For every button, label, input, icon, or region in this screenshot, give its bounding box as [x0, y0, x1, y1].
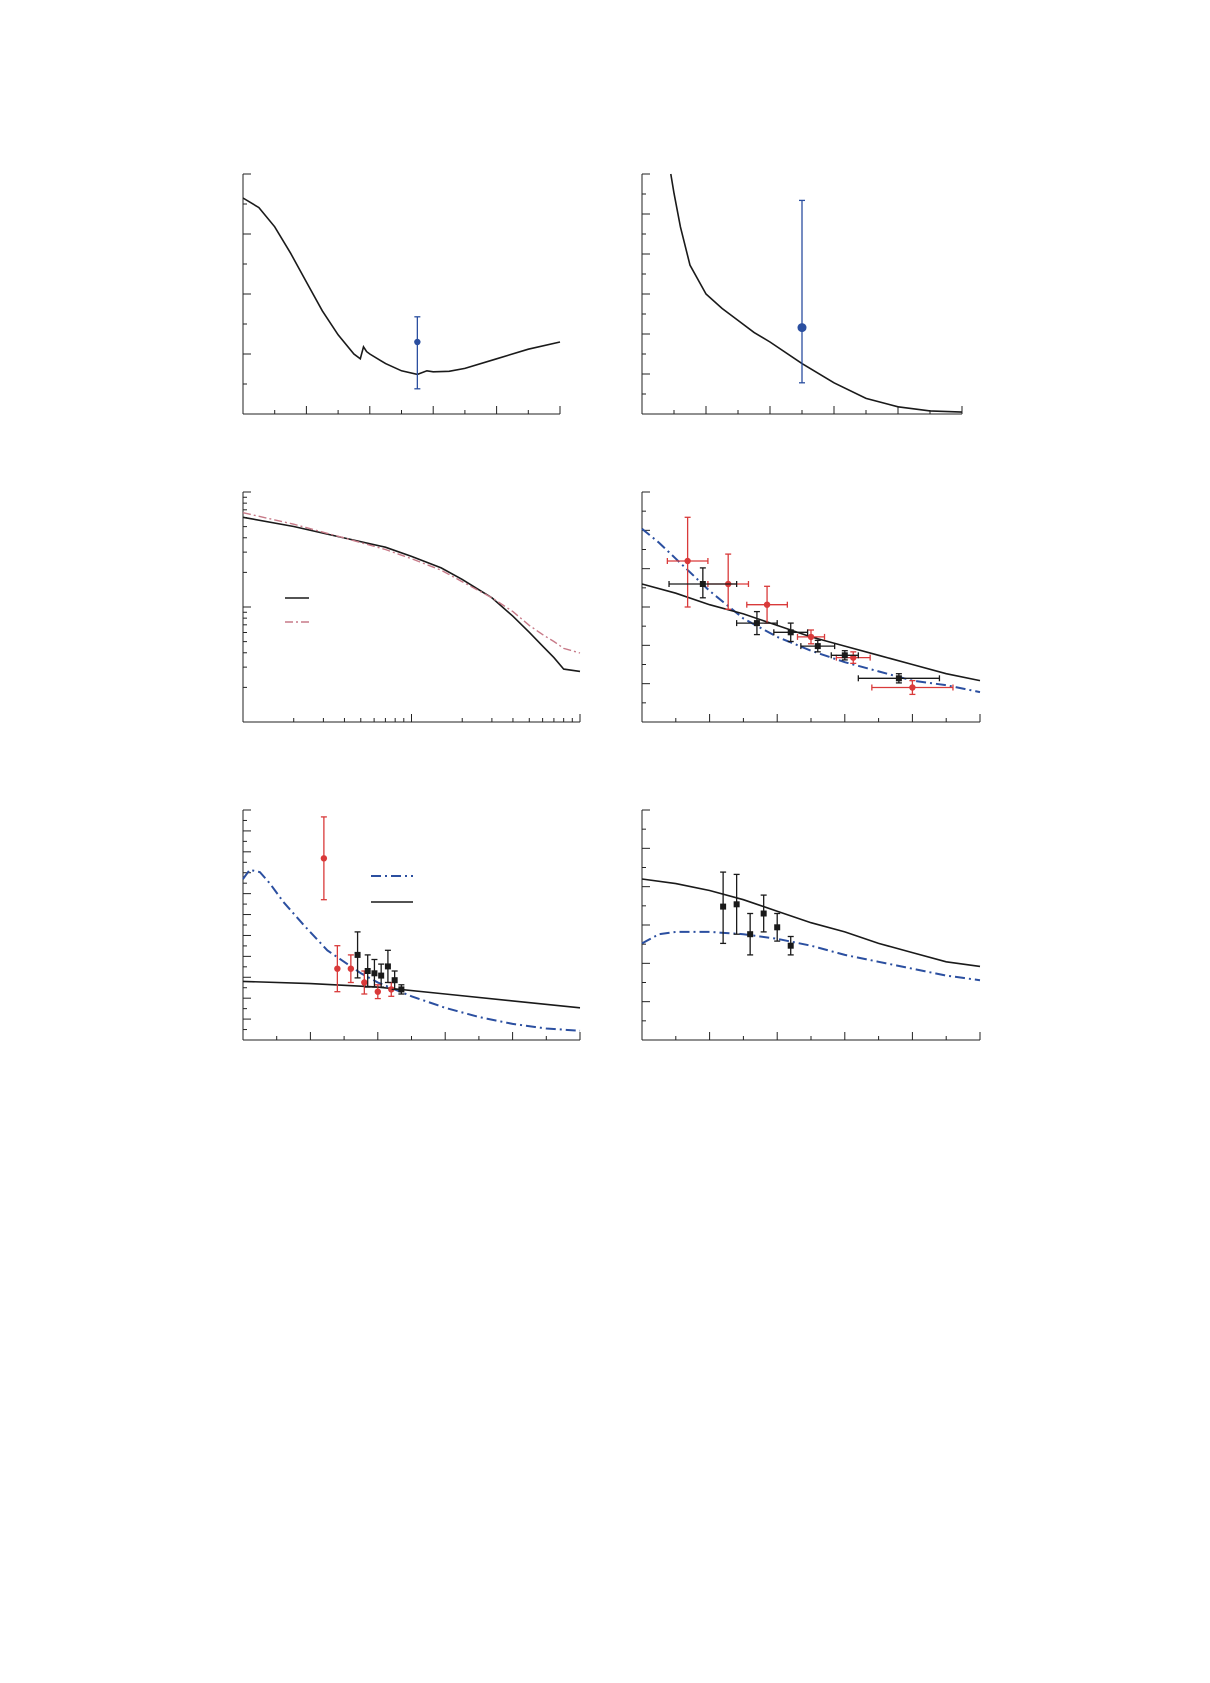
marker-circle: [347, 965, 355, 972]
marker-circle: [807, 633, 815, 641]
data-point: [774, 912, 781, 942]
marker-square: [814, 643, 821, 650]
data-point: [797, 199, 807, 384]
data-point: [871, 679, 954, 696]
marker-square: [699, 581, 706, 587]
data-point: [668, 567, 738, 599]
theory-curve-dashdot-blue: [641, 528, 981, 694]
marker-circle: [320, 855, 328, 862]
theory-curve-solid: [242, 197, 561, 376]
theory-curve-dashdot-blue: [641, 930, 981, 982]
marker-square: [354, 951, 361, 958]
marker-square: [787, 942, 794, 949]
data-point: [733, 873, 740, 935]
marker-circle: [334, 965, 341, 972]
data-point: [391, 970, 398, 991]
marker-square: [391, 977, 398, 984]
marker-circle: [850, 654, 857, 661]
marker-circle: [684, 557, 691, 565]
data-point: [320, 816, 328, 901]
marker-circle: [763, 601, 771, 608]
marker-circle: [374, 988, 381, 995]
marker-square: [364, 968, 371, 974]
data-point: [707, 553, 750, 610]
data-point: [384, 949, 391, 984]
marker-circle: [388, 986, 395, 993]
theory-curve-dashdot-red: [242, 512, 581, 654]
data-point: [747, 912, 754, 956]
data-point: [347, 954, 355, 984]
panel-a: [242, 173, 561, 415]
marker-square: [760, 910, 767, 917]
marker-circle: [797, 323, 807, 333]
marker-square: [747, 931, 754, 938]
data-point: [364, 954, 371, 988]
data-point: [414, 316, 421, 390]
data-point: [735, 610, 778, 636]
marker-square: [384, 963, 391, 970]
data-point: [378, 963, 385, 988]
marker-square: [841, 652, 848, 659]
data-point: [800, 639, 836, 653]
marker-circle: [909, 684, 916, 691]
data-point: [773, 622, 809, 643]
marker-square: [733, 901, 740, 908]
data-point: [666, 516, 709, 608]
theory-curve-dashdot-blue: [242, 868, 581, 1032]
panel-d: [641, 491, 981, 723]
data-point: [857, 673, 941, 684]
marker-square: [378, 972, 385, 979]
marker-square: [895, 675, 902, 682]
theory-curve-solid: [242, 516, 581, 673]
data-point: [796, 629, 826, 645]
marker-circle: [361, 979, 368, 986]
marker-square: [787, 629, 794, 636]
marker-square: [753, 620, 760, 627]
panel-e: [242, 809, 581, 1041]
data-point: [830, 650, 859, 661]
marker-square: [774, 924, 781, 931]
theory-curve-solid: [670, 173, 963, 413]
theory-curve-solid: [242, 980, 581, 1009]
data-point: [398, 984, 405, 995]
marker-square: [720, 903, 727, 910]
data-point: [374, 984, 381, 1000]
panel-c: [242, 491, 581, 723]
marker-square: [371, 970, 378, 977]
data-point: [760, 894, 767, 933]
theory-curve-solid: [641, 878, 981, 968]
data-point: [354, 931, 361, 979]
data-point: [371, 958, 378, 988]
marker-square: [398, 986, 405, 993]
marker-circle: [414, 338, 421, 346]
data-point: [787, 935, 794, 956]
panel-b: [641, 173, 963, 415]
data-point: [334, 945, 341, 993]
data-point: [720, 871, 727, 945]
panel-f: [641, 809, 981, 1041]
